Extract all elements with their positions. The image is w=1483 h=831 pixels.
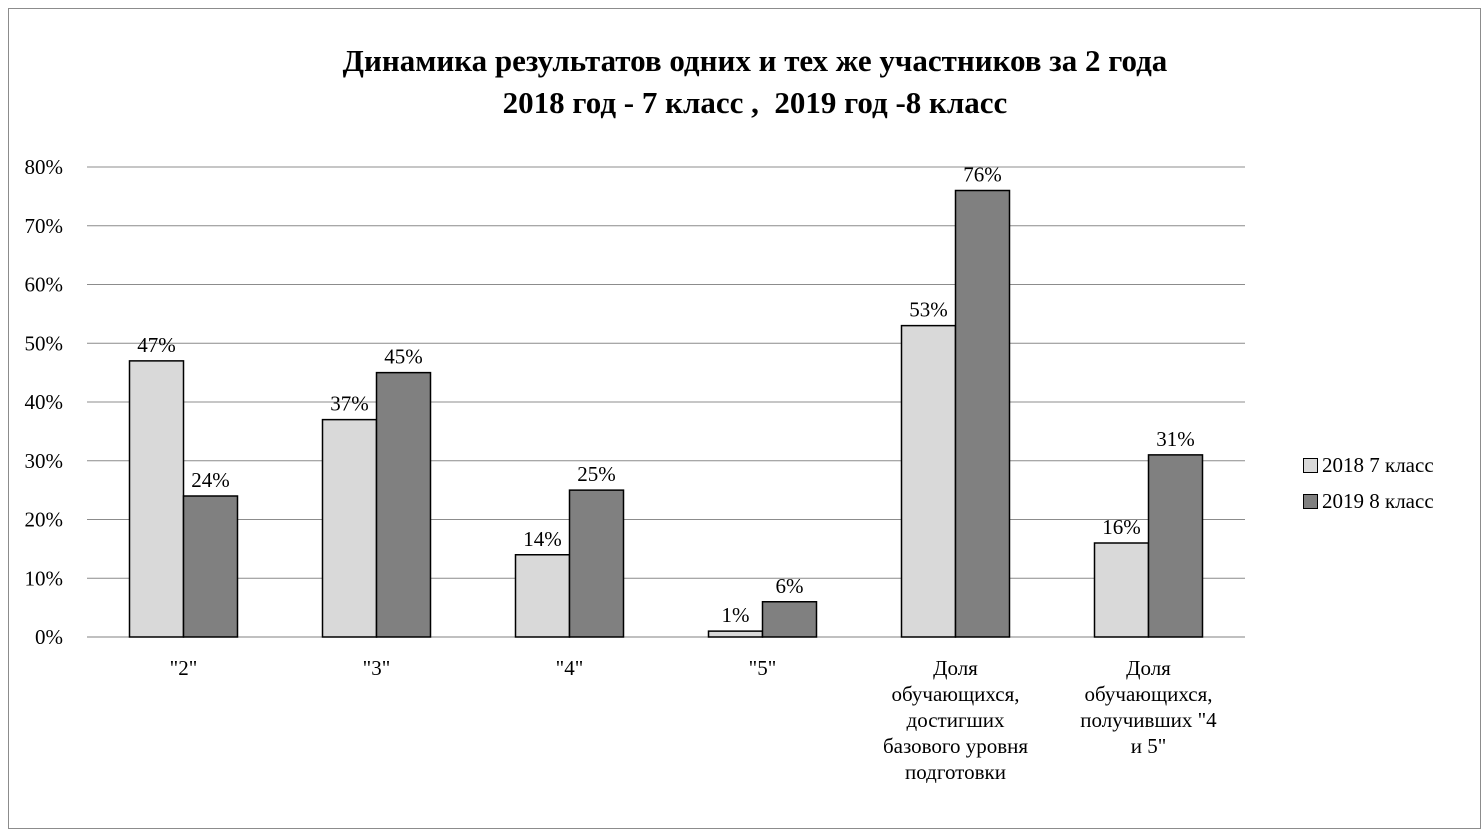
x-tick-label: Доля обучающихся, достигших базового уровня… <box>883 656 1028 784</box>
x-tick-label: "4" <box>556 656 584 680</box>
data-label: 24% <box>191 468 230 492</box>
data-label: 45% <box>384 345 423 369</box>
bar-2018 <box>128 360 185 638</box>
bar-2019 <box>954 189 1011 638</box>
chart-title-line-2: 2018 год - 7 класс , 2019 год -8 класс <box>502 85 1008 120</box>
chart-frame <box>8 8 1481 829</box>
y-tick-label: 30% <box>25 449 64 473</box>
data-label: 1% <box>722 603 750 627</box>
y-tick-label: 10% <box>25 566 64 590</box>
x-tick-label: Доля обучающихся, получивших "4 и 5" <box>1080 656 1217 758</box>
bar-2018 <box>707 630 764 638</box>
bars <box>128 189 1204 638</box>
legend-item-2018: 2018 7 класс <box>1303 447 1434 483</box>
bar-2018 <box>514 554 571 638</box>
data-label: 14% <box>523 527 562 551</box>
bar-2019 <box>761 601 818 638</box>
chart-title: Динамика результатов одних и тех же учас… <box>0 40 1483 124</box>
x-tick-label: "2" <box>170 656 198 680</box>
y-tick-label: 40% <box>25 390 64 414</box>
data-label: 53% <box>909 298 948 322</box>
data-label: 47% <box>137 333 176 357</box>
y-tick-label: 60% <box>25 273 64 297</box>
bar-2018 <box>900 324 957 638</box>
data-label: 37% <box>330 392 369 416</box>
y-tick-label: 20% <box>25 508 64 532</box>
y-axis-tick-labels: 0% 10% 20% 30% 40% 50% 60% 70% 80% <box>25 155 64 649</box>
bar-2019 <box>568 489 625 638</box>
chart-title-line-1: Динамика результатов одних и тех же учас… <box>342 43 1168 78</box>
legend-swatch-2018 <box>1303 457 1318 473</box>
data-label: 6% <box>776 574 804 598</box>
x-tick-label: "3" <box>363 656 391 680</box>
bar-2019 <box>182 495 239 638</box>
bar-2019 <box>375 371 432 638</box>
x-tick-label: "5" <box>749 656 777 680</box>
y-tick-label: 80% <box>25 155 64 179</box>
data-label: 31% <box>1156 427 1195 451</box>
legend-swatch-2019 <box>1303 493 1318 509</box>
gridlines <box>87 166 1245 638</box>
data-labels: 47% 24% 37% 45% 14% 25% 1% 6% 53% 76% 16% 31% <box>137 163 1195 628</box>
data-label: 76% <box>963 163 1002 187</box>
legend-item-2019: 2019 8 класс <box>1303 483 1434 519</box>
legend: 2018 7 класс 2019 8 класс <box>1303 447 1434 519</box>
legend-label-2019: 2019 8 класс <box>1322 488 1434 513</box>
y-tick-label: 50% <box>25 331 64 355</box>
bar-2019 <box>1147 454 1204 638</box>
y-tick-label: 0% <box>35 625 63 649</box>
x-axis-tick-labels: "2" "3" "4" "5" Доля обучающихся, достигших баз… <box>170 656 1218 784</box>
data-label: 25% <box>577 462 616 486</box>
legend-label-2018: 2018 7 класс <box>1322 452 1434 477</box>
bar-2018 <box>1093 542 1150 638</box>
y-tick-label: 70% <box>25 214 64 238</box>
data-label: 16% <box>1102 515 1141 539</box>
bar-2018 <box>321 418 378 638</box>
